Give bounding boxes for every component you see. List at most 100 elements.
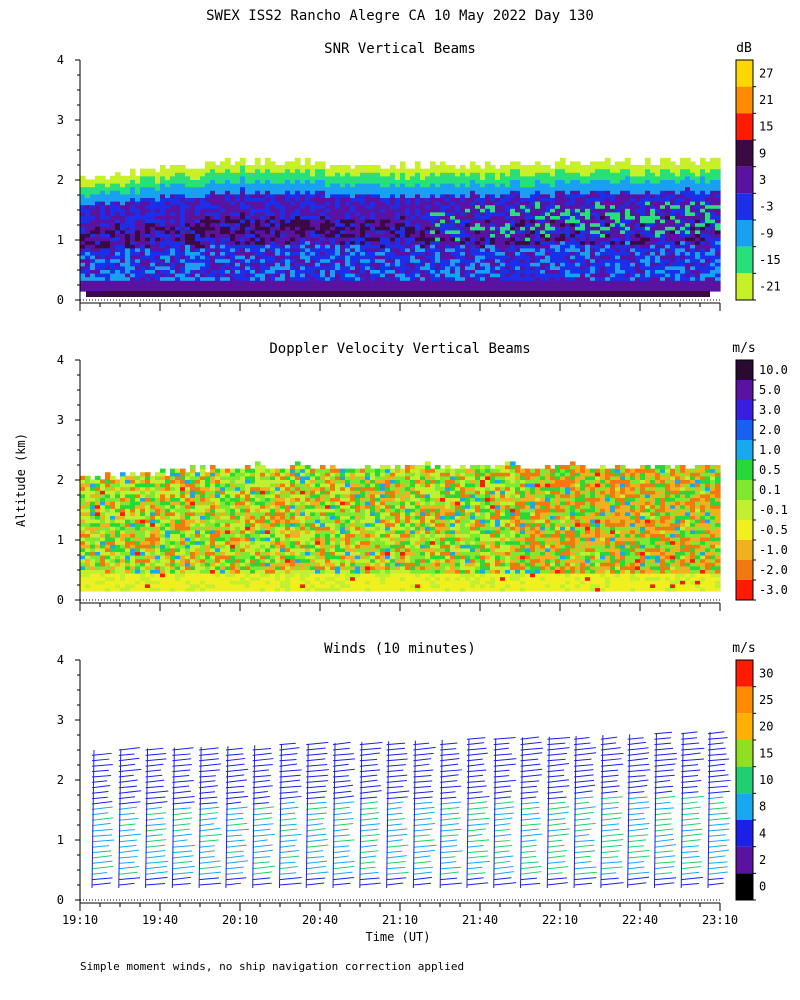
snr-cell <box>150 280 156 285</box>
snr-cell <box>235 280 241 285</box>
snr-cell <box>425 172 431 177</box>
snr-cell <box>520 179 526 184</box>
snr-cell <box>420 269 426 274</box>
doppler-cell <box>80 519 86 524</box>
doppler-cell <box>80 540 86 545</box>
snr-cell <box>670 280 676 285</box>
snr-cell <box>190 226 196 231</box>
snr-cell <box>440 258 446 263</box>
snr-cell <box>170 186 176 191</box>
snr-cell <box>460 179 466 184</box>
snr-cell <box>460 276 466 281</box>
snr-cell <box>250 179 256 184</box>
snr-cell <box>670 211 676 216</box>
doppler-cell <box>125 483 131 488</box>
snr-cell <box>280 165 286 170</box>
snr-cell <box>540 211 546 216</box>
snr-cell <box>195 190 201 195</box>
snr-cell <box>675 226 681 231</box>
snr-cell <box>615 201 621 206</box>
snr-cell <box>435 258 441 263</box>
snr-cell <box>390 280 396 285</box>
snr-cell <box>205 161 211 166</box>
snr-cell <box>650 183 656 188</box>
doppler-cell <box>115 511 121 516</box>
snr-cell <box>340 262 346 267</box>
snr-cell <box>585 208 591 213</box>
snr-cell <box>470 168 476 173</box>
snr-cell <box>650 226 656 231</box>
snr-cell <box>125 283 131 288</box>
snr-cell <box>640 175 646 180</box>
snr-cell <box>630 240 636 245</box>
snr-cell <box>620 201 626 206</box>
snr-cell <box>355 201 361 206</box>
snr-cell <box>545 273 551 278</box>
snr-cell <box>700 197 706 202</box>
snr-cell <box>260 273 266 278</box>
snr-cell <box>225 179 231 184</box>
snr-cell <box>90 247 96 252</box>
snr-cell <box>325 233 331 238</box>
snr-cell <box>520 211 526 216</box>
snr-cell <box>205 168 211 173</box>
snr-cell <box>575 208 581 213</box>
snr-cell <box>660 244 666 249</box>
snr-cell <box>210 161 216 166</box>
snr-cell <box>480 204 486 209</box>
snr-cell <box>630 222 636 227</box>
doppler-cell <box>120 501 126 506</box>
snr-cell <box>685 161 691 166</box>
snr-cell <box>615 161 621 166</box>
snr-cell <box>375 287 381 292</box>
snr-cell <box>305 219 311 224</box>
snr-cell <box>600 244 606 249</box>
snr-cell <box>675 215 681 220</box>
snr-cell <box>200 175 206 180</box>
snr-cell <box>320 208 326 213</box>
snr-cell <box>165 226 171 231</box>
snr-cell <box>395 233 401 238</box>
snr-cell <box>560 161 566 166</box>
snr-cell <box>640 215 646 220</box>
snr-cell <box>165 244 171 249</box>
snr-cell <box>515 244 521 249</box>
snr-cell <box>490 197 496 202</box>
snr-cell <box>715 211 721 216</box>
snr-cell <box>715 197 721 202</box>
snr-cell <box>225 193 231 198</box>
snr-cell <box>510 215 516 220</box>
snr-cell <box>125 258 131 263</box>
snr-cell <box>365 175 371 180</box>
snr-cell <box>430 262 436 267</box>
snr-cell <box>610 280 616 285</box>
snr-cell <box>205 211 211 216</box>
snr-cell <box>655 287 661 292</box>
doppler-cell <box>130 587 136 592</box>
doppler-cell <box>135 486 141 491</box>
snr-cell <box>80 237 86 242</box>
snr-cell <box>605 280 611 285</box>
snr-cell <box>425 258 431 263</box>
snr-cell <box>385 208 391 213</box>
snr-cell <box>315 262 321 267</box>
snr-cell <box>400 175 406 180</box>
snr-cell <box>95 265 101 270</box>
snr-cell <box>260 265 266 270</box>
snr-cell <box>315 283 321 288</box>
snr-cell <box>425 226 431 231</box>
snr-cell <box>585 233 591 238</box>
snr-cell <box>685 193 691 198</box>
snr-cell <box>475 219 481 224</box>
snr-cell <box>650 287 656 292</box>
doppler-cell <box>105 526 111 531</box>
snr-cell <box>460 190 466 195</box>
snr-cell <box>610 165 616 170</box>
snr-cell <box>410 262 416 267</box>
snr-cell <box>595 247 601 252</box>
snr-cell <box>260 269 266 274</box>
snr-cell <box>400 280 406 285</box>
snr-cell <box>400 251 406 256</box>
snr-cell <box>440 251 446 256</box>
snr-cell <box>405 197 411 202</box>
